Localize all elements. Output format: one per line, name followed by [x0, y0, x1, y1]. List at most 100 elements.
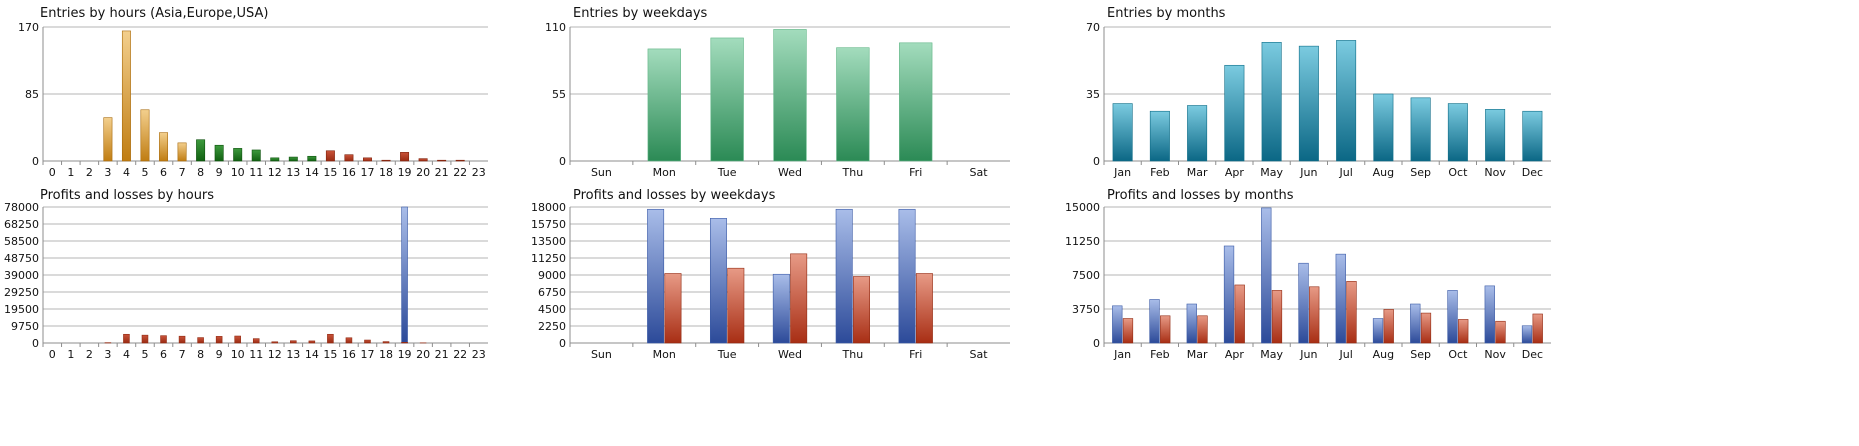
- loss-bar: [1533, 314, 1543, 343]
- y-tick-label: 170: [18, 21, 39, 34]
- x-tick-label: Mar: [1187, 166, 1208, 179]
- bar: [122, 31, 130, 161]
- x-tick-label: Wed: [778, 348, 802, 361]
- x-tick-label: 0: [49, 166, 56, 179]
- bar: [456, 160, 464, 161]
- loss-bar: [327, 334, 333, 343]
- bar: [178, 143, 186, 161]
- loss-bar: [665, 273, 681, 343]
- bar: [326, 151, 334, 161]
- x-tick-label: 19: [398, 166, 412, 179]
- x-tick-label: 1: [67, 166, 74, 179]
- x-tick-label: 6: [160, 166, 167, 179]
- bar: [1523, 111, 1542, 161]
- x-tick-label: Mar: [1187, 348, 1208, 361]
- y-tick-label: 9750: [11, 320, 39, 333]
- bar: [234, 148, 242, 161]
- loss-bar: [1123, 319, 1133, 343]
- x-tick-label: Apr: [1225, 348, 1245, 361]
- y-tick-label: 7500: [1072, 269, 1100, 282]
- x-tick-label: Sat: [970, 348, 989, 361]
- x-tick-label: 18: [379, 348, 393, 361]
- bar: [196, 140, 204, 161]
- y-tick-label: 15750: [531, 218, 566, 231]
- chart-title: Profits and losses by hours: [40, 188, 214, 203]
- x-tick-label: 5: [141, 348, 148, 361]
- bar: [774, 29, 807, 161]
- profit-bar: [899, 209, 915, 343]
- profit-bar: [1336, 254, 1346, 343]
- profit-bar: [710, 218, 726, 343]
- x-tick-label: 15: [323, 166, 337, 179]
- y-tick-label: 35: [1086, 88, 1100, 101]
- profit-bar: [647, 209, 663, 343]
- x-tick-label: 13: [286, 166, 300, 179]
- bar: [419, 159, 427, 161]
- x-tick-label: Wed: [778, 166, 802, 179]
- x-tick-label: 2: [86, 348, 93, 361]
- bar: [899, 43, 932, 161]
- x-tick-label: 3: [104, 166, 111, 179]
- x-tick-label: 10: [231, 166, 245, 179]
- loss-bar: [179, 336, 185, 343]
- loss-bar: [1198, 316, 1208, 343]
- x-tick-label: Jan: [1113, 166, 1131, 179]
- y-tick-label: 4500: [538, 303, 566, 316]
- x-tick-label: 15: [323, 348, 337, 361]
- x-tick-label: 18: [379, 166, 393, 179]
- x-tick-label: 5: [141, 166, 148, 179]
- x-tick-label: Oct: [1448, 166, 1468, 179]
- profit-bar: [1187, 304, 1197, 343]
- profit-bar: [1224, 246, 1234, 343]
- x-tick-label: 11: [249, 166, 263, 179]
- loss-bar: [272, 342, 278, 343]
- profit-bar: [836, 209, 852, 343]
- x-tick-label: 6: [160, 348, 167, 361]
- bar: [1374, 94, 1393, 161]
- y-tick-label: 0: [1093, 155, 1100, 168]
- y-tick-label: 9000: [538, 269, 566, 282]
- x-tick-label: 14: [305, 166, 319, 179]
- x-tick-label: Jul: [1338, 166, 1352, 179]
- loss-bar: [1235, 285, 1245, 343]
- loss-bar: [253, 339, 259, 343]
- x-tick-label: May: [1260, 348, 1283, 361]
- bar: [1485, 109, 1504, 161]
- loss-bar: [216, 336, 222, 343]
- y-tick-label: 78000: [4, 201, 39, 214]
- x-tick-label: Fri: [909, 166, 922, 179]
- y-tick-label: 11250: [1065, 235, 1100, 248]
- y-tick-label: 39000: [4, 269, 39, 282]
- loss-bar: [346, 338, 352, 343]
- x-tick-label: Fri: [909, 348, 922, 361]
- x-tick-label: 16: [342, 348, 356, 361]
- x-tick-label: Oct: [1448, 348, 1468, 361]
- x-tick-label: Jul: [1338, 348, 1352, 361]
- x-tick-label: 12: [268, 348, 282, 361]
- bar: [1448, 104, 1467, 161]
- profit-bar: [773, 274, 789, 343]
- loss-bar: [1384, 309, 1394, 343]
- x-tick-label: 14: [305, 348, 319, 361]
- bar: [1150, 111, 1169, 161]
- bar: [1187, 105, 1206, 161]
- x-tick-label: Thu: [842, 348, 864, 361]
- loss-bar: [1309, 287, 1319, 343]
- x-tick-label: 20: [416, 166, 430, 179]
- loss-bar: [161, 336, 167, 343]
- y-tick-label: 19500: [4, 303, 39, 316]
- profit-bar: [1261, 208, 1271, 343]
- chart-5: Profits and losses by weekdays0225045006…: [531, 188, 1010, 361]
- x-tick-label: 4: [123, 166, 130, 179]
- y-tick-label: 0: [559, 337, 566, 350]
- bar: [159, 133, 167, 161]
- x-tick-label: Sun: [591, 166, 612, 179]
- x-tick-label: Sat: [970, 166, 989, 179]
- bar: [837, 48, 870, 161]
- x-tick-label: 22: [453, 166, 467, 179]
- profit-bar: [1150, 299, 1160, 343]
- profit-bar: [1112, 306, 1122, 343]
- bar: [289, 157, 297, 161]
